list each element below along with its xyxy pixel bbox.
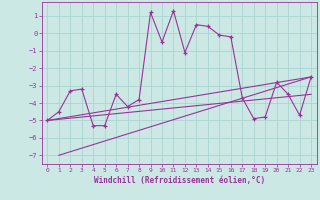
X-axis label: Windchill (Refroidissement éolien,°C): Windchill (Refroidissement éolien,°C)	[94, 176, 265, 185]
